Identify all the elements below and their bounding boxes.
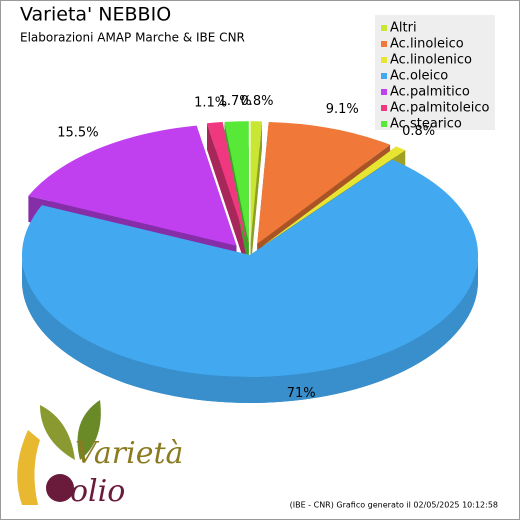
- legend-label: Ac.palmitico: [390, 85, 470, 100]
- slice: [28, 125, 237, 246]
- legend-label: Altri: [390, 21, 417, 36]
- legend-swatch: [381, 121, 387, 127]
- legend-label: Ac.oleico: [390, 69, 448, 84]
- logo-shape: [17, 430, 40, 505]
- slice-wall: [22, 255, 478, 403]
- legend-label: Ac.linolenico: [390, 53, 472, 68]
- slice-cut: [206, 123, 247, 270]
- data-label: 71%: [287, 386, 316, 401]
- logo-leaf: [40, 405, 75, 460]
- slice: [21, 159, 478, 377]
- legend-label: Ac.palmitoleico: [390, 101, 489, 116]
- legend-swatch: [381, 89, 387, 95]
- legend-swatch: [381, 73, 387, 79]
- logo-leaf: [77, 400, 101, 460]
- logo: Varietà olio: [17, 400, 183, 509]
- logo-text: Varietà: [75, 436, 183, 471]
- slice: [206, 122, 247, 244]
- slice: [257, 122, 391, 244]
- data-label: 15.5%: [57, 126, 98, 141]
- logo-olive: [46, 474, 74, 502]
- legend-swatch: [381, 41, 387, 47]
- legend-swatch: [381, 25, 387, 31]
- slice-cut: [250, 121, 263, 270]
- legend-swatch: [381, 57, 387, 63]
- data-label: 1.7%: [219, 94, 252, 109]
- chart-title: Varieta' NEBBIO: [20, 4, 171, 26]
- logo-text: olio: [70, 474, 125, 509]
- legend-label: Ac.stearico: [390, 117, 462, 132]
- footer: (IBE - CNR) Grafico generato il 02/05/20…: [290, 501, 498, 510]
- legend-label: Ac.linoleico: [390, 37, 464, 52]
- data-label: 1.1%: [194, 95, 227, 110]
- slice: [224, 121, 249, 244]
- data-label: 0.8%: [402, 124, 435, 139]
- pie-tops: [21, 121, 478, 377]
- data-label: 9.1%: [326, 102, 359, 117]
- legend-swatch: [381, 105, 387, 111]
- chart-subtitle: Elaborazioni AMAP Marche & IBE CNR: [20, 31, 245, 45]
- slice: [263, 146, 406, 246]
- legend-box: [375, 15, 495, 130]
- slice: [250, 121, 263, 244]
- data-label: 0.8%: [241, 94, 274, 109]
